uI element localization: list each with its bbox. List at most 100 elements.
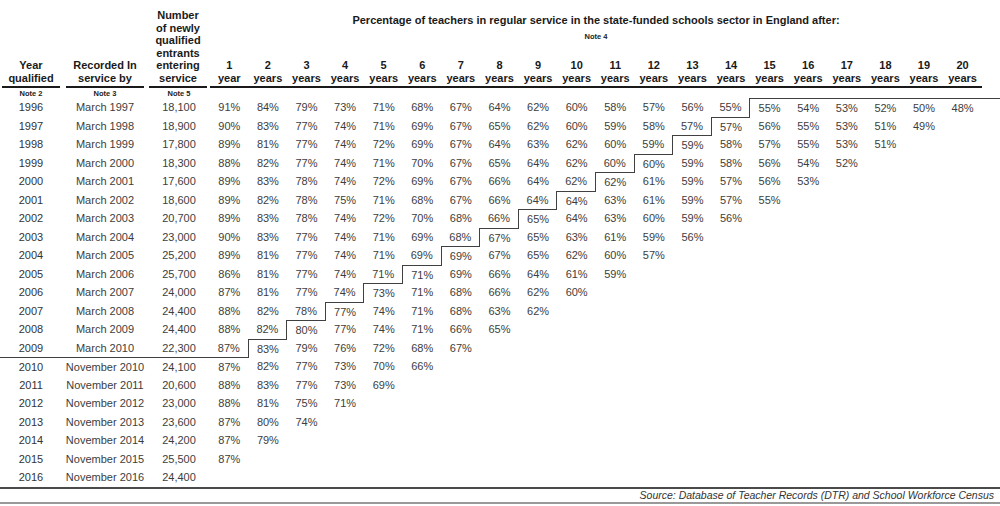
divider-thin bbox=[0, 502, 1000, 504]
cell-value bbox=[480, 413, 519, 432]
cell-value bbox=[866, 191, 905, 210]
year-col-header: 17years bbox=[828, 59, 867, 84]
row-filler bbox=[982, 246, 1000, 265]
cell-value: 59% bbox=[635, 135, 674, 154]
cell-value bbox=[905, 450, 944, 469]
cell-value bbox=[789, 339, 828, 358]
cell-value bbox=[519, 339, 558, 358]
cell-value bbox=[789, 320, 828, 339]
cell-value: 59% bbox=[635, 228, 674, 247]
cell-entrants: 22,300 bbox=[148, 339, 210, 358]
cell-value: 55% bbox=[750, 191, 789, 210]
cell-value: 88% bbox=[210, 320, 249, 339]
cell-value bbox=[750, 339, 789, 358]
cell-value: 81% bbox=[249, 135, 288, 154]
cell-value: 59% bbox=[673, 209, 712, 228]
year-col-header: 13years bbox=[673, 59, 712, 84]
cell-value bbox=[596, 468, 635, 487]
cell-value bbox=[635, 394, 674, 413]
cell-value: 60% bbox=[557, 98, 596, 117]
cell-value: 71% bbox=[364, 154, 403, 173]
cell-value bbox=[943, 228, 982, 247]
cell-value bbox=[635, 302, 674, 321]
cell-value bbox=[519, 450, 558, 469]
cell-value: 62% bbox=[557, 246, 596, 265]
cell-value: 74% bbox=[287, 413, 326, 432]
note-5-label: Note 5 bbox=[148, 89, 210, 98]
cell-value bbox=[750, 394, 789, 413]
cell-value bbox=[635, 357, 674, 376]
cell-value: 60% bbox=[596, 154, 635, 173]
cell-value: 81% bbox=[249, 283, 288, 302]
cell-value: 60% bbox=[596, 246, 635, 265]
cell-value: 76% bbox=[326, 339, 365, 358]
cell-value: 49% bbox=[905, 117, 944, 136]
cell-value: 77% bbox=[287, 154, 326, 173]
cell-value: 53% bbox=[828, 117, 867, 136]
cell-value: 60% bbox=[557, 283, 596, 302]
cell-value: 77% bbox=[287, 283, 326, 302]
cell-value bbox=[557, 357, 596, 376]
cell-value bbox=[480, 376, 519, 395]
cell-value bbox=[635, 339, 674, 358]
cell-value bbox=[866, 172, 905, 191]
cell-value: 72% bbox=[364, 209, 403, 228]
cell-value: 74% bbox=[364, 302, 403, 321]
cell-value bbox=[828, 209, 867, 228]
cell-value bbox=[905, 394, 944, 413]
cell-year-qualified: 2004 bbox=[0, 246, 62, 265]
cell-value: 56% bbox=[673, 98, 712, 117]
cell-value: 81% bbox=[249, 265, 288, 284]
cell-value bbox=[828, 228, 867, 247]
cell-entrants: 23,600 bbox=[148, 413, 210, 432]
cell-value bbox=[943, 117, 982, 136]
cell-value: 79% bbox=[249, 431, 288, 450]
cell-value: 71% bbox=[364, 117, 403, 136]
cell-value bbox=[943, 302, 982, 321]
cell-value: 66% bbox=[480, 209, 519, 228]
cell-value: 66% bbox=[442, 320, 481, 339]
year-column-headers: 1year2years3years4years5years6years7year… bbox=[210, 59, 982, 84]
cell-value bbox=[905, 357, 944, 376]
cell-value: 74% bbox=[326, 283, 365, 302]
cell-value: 71% bbox=[364, 228, 403, 247]
cell-value bbox=[635, 265, 674, 284]
cell-value: 77% bbox=[287, 117, 326, 136]
cell-value: 71% bbox=[364, 265, 403, 284]
cell-value bbox=[943, 394, 982, 413]
cell-value bbox=[519, 376, 558, 395]
row-filler bbox=[982, 394, 1000, 413]
cell-entrants: 18,300 bbox=[148, 154, 210, 173]
cell-value bbox=[905, 191, 944, 210]
cell-value: 74% bbox=[326, 154, 365, 173]
cell-value: 55% bbox=[750, 98, 789, 117]
row-filler bbox=[982, 376, 1000, 395]
cell-value: 83% bbox=[249, 339, 288, 358]
year-col-header: 2years bbox=[249, 59, 288, 84]
cell-value bbox=[519, 357, 558, 376]
cell-value bbox=[943, 172, 982, 191]
cell-value bbox=[287, 450, 326, 469]
cell-value bbox=[673, 376, 712, 395]
cell-value bbox=[828, 191, 867, 210]
cell-value bbox=[596, 302, 635, 321]
cell-year-qualified: 2013 bbox=[0, 413, 62, 432]
cell-value bbox=[673, 265, 712, 284]
cell-entrants: 24,200 bbox=[148, 431, 210, 450]
cell-value bbox=[635, 468, 674, 487]
cell-value bbox=[866, 283, 905, 302]
cell-entrants: 17,800 bbox=[148, 135, 210, 154]
cell-value: 70% bbox=[364, 357, 403, 376]
cell-value: 88% bbox=[210, 376, 249, 395]
cell-value bbox=[866, 209, 905, 228]
cell-value bbox=[712, 246, 751, 265]
cell-value bbox=[557, 376, 596, 395]
cell-value bbox=[789, 302, 828, 321]
cell-entrants: 24,400 bbox=[148, 468, 210, 487]
cell-recorded-in-service-by: March 2002 bbox=[62, 191, 148, 210]
cell-recorded-in-service-by: March 1997 bbox=[62, 98, 148, 117]
cell-recorded-in-service-by: November 2010 bbox=[62, 357, 148, 376]
year-col-header: 8years bbox=[480, 59, 519, 84]
cell-value bbox=[905, 172, 944, 191]
cell-value bbox=[866, 450, 905, 469]
